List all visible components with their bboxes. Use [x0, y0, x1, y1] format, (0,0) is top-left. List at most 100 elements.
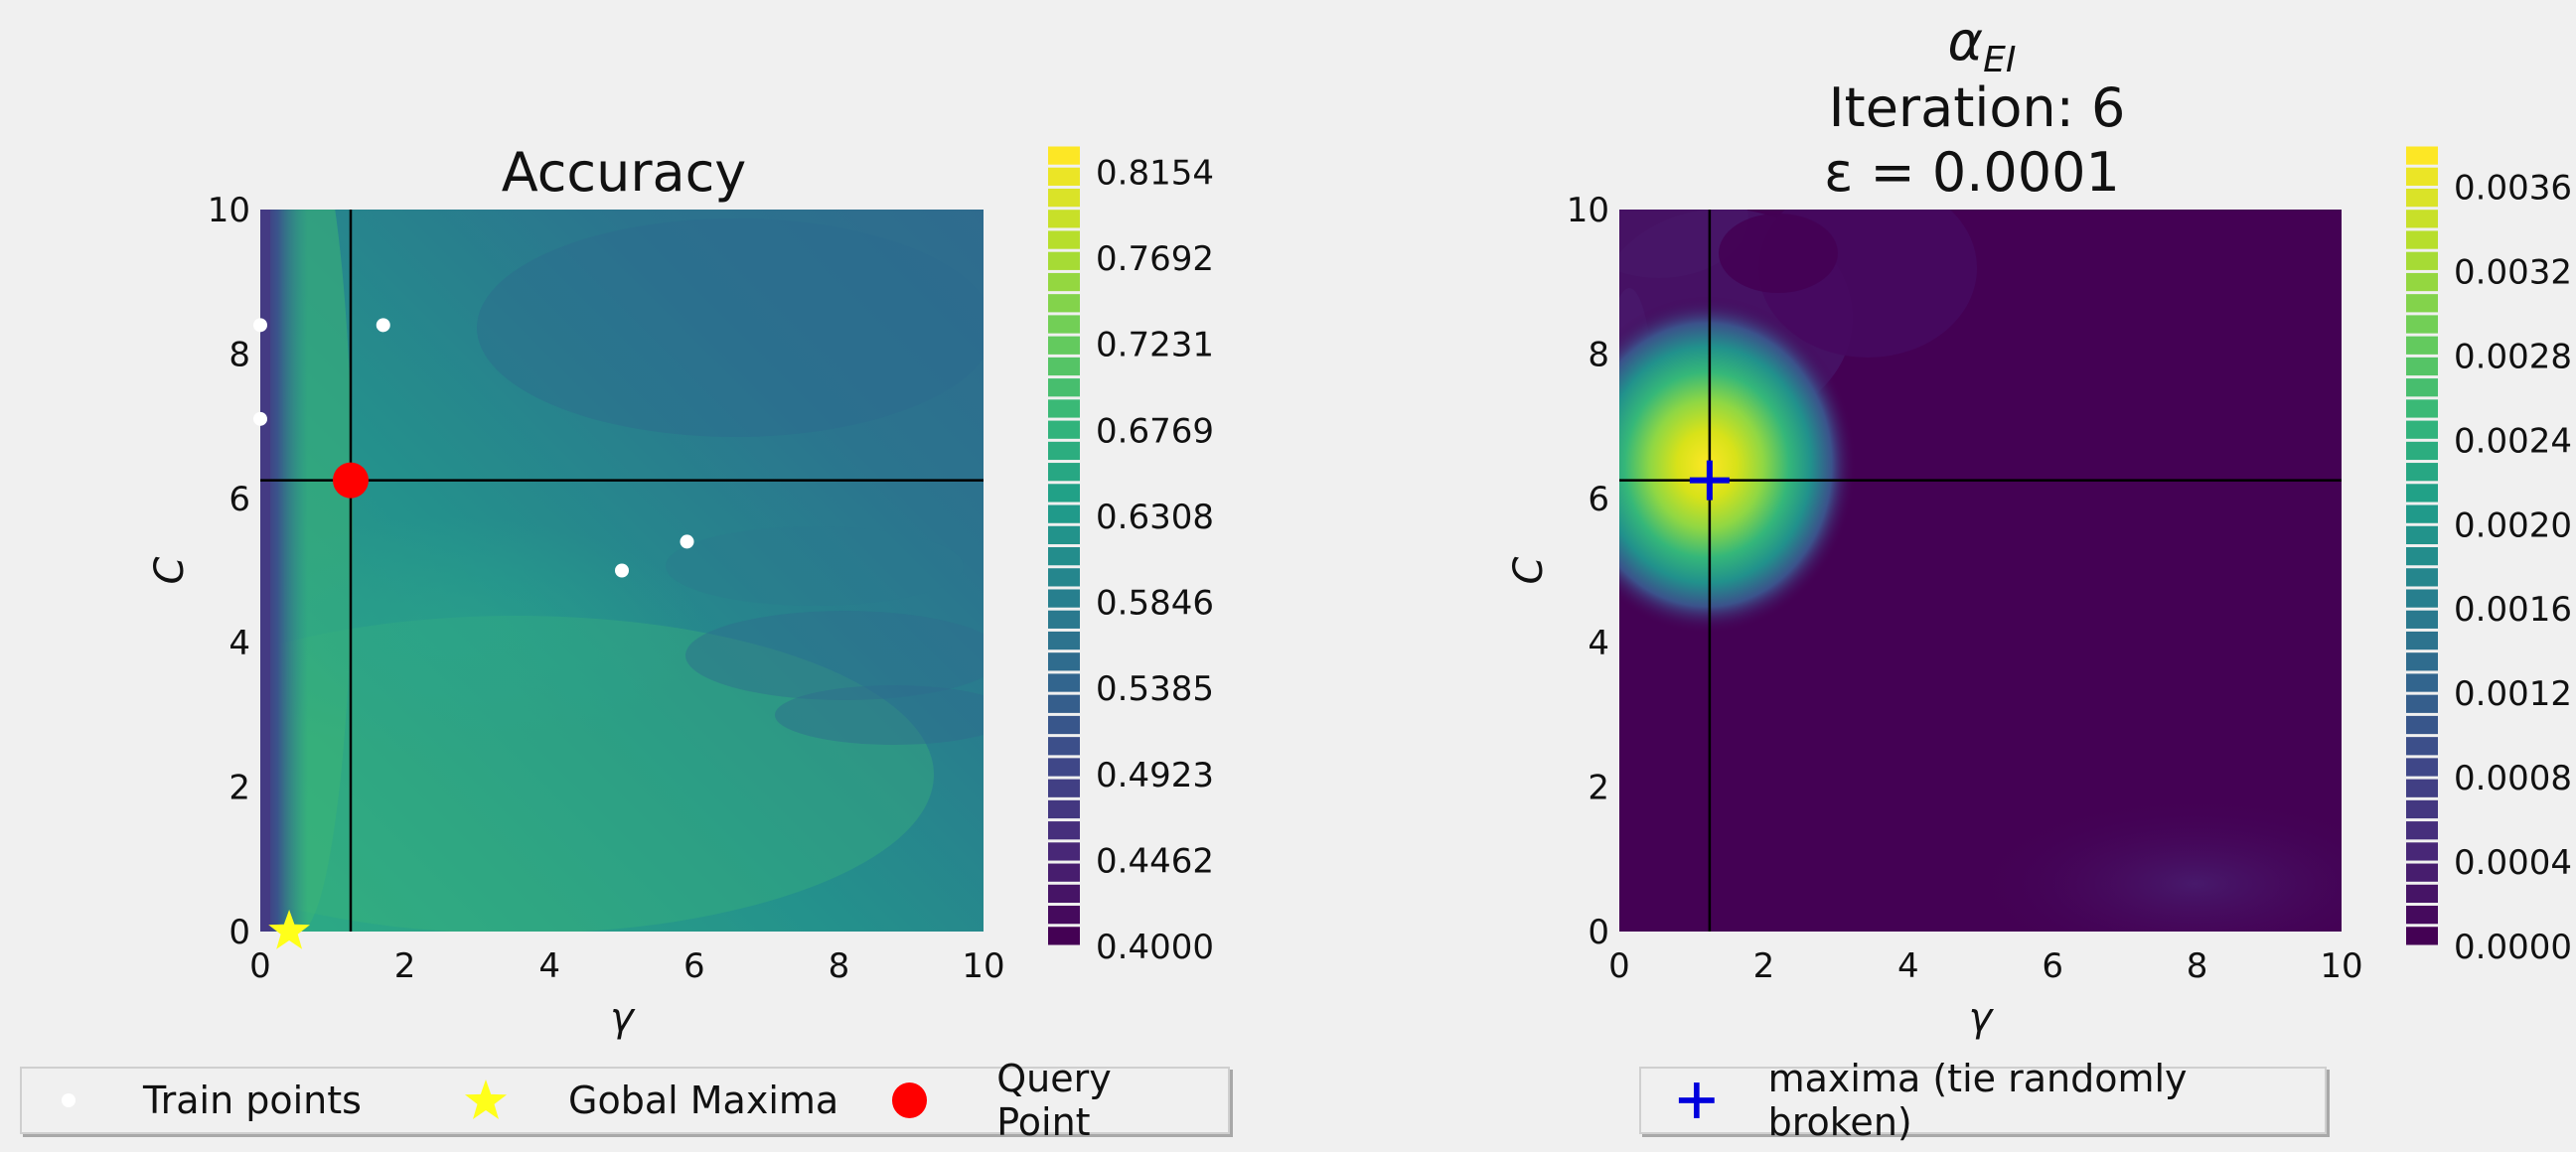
colorbar-swatch [2406, 525, 2438, 544]
colorbar-tick-label: 0.8154 [1096, 153, 1214, 193]
colorbar-swatch [2406, 146, 2438, 165]
star-legend-icon [465, 1080, 508, 1119]
colorbar-swatch [1048, 906, 1080, 925]
colorbar-tick-label: 0.6769 [1096, 411, 1214, 451]
colorbar-swatch [2406, 652, 2438, 671]
colorbar-swatch [2406, 694, 2438, 713]
colorbar-swatch [2406, 251, 2438, 270]
colorbar-swatch [2406, 336, 2438, 355]
colorbar-tick-label: 0.0012 [2454, 674, 2572, 714]
colorbar-swatch [2406, 272, 2438, 292]
colorbar-swatch [1048, 631, 1080, 650]
colorbar-swatch [2406, 484, 2438, 503]
legend-label-global-maxima: Gobal Maxima [568, 1079, 839, 1122]
colorbar-swatch [2406, 378, 2438, 397]
colorbar-swatch [1048, 737, 1080, 756]
colorbar-swatch [1048, 315, 1080, 334]
colorbar-swatch [1048, 272, 1080, 292]
colorbar-tick-label: 0.4000 [1096, 928, 1214, 967]
train-point-legend-icon [62, 1093, 76, 1107]
maxima-marker [1689, 460, 1730, 501]
colorbar-tick-label: 0.0016 [2454, 590, 2572, 630]
legend-item-train-points: Train points [62, 1079, 383, 1122]
colorbar-tick-label: 0.7692 [1096, 239, 1214, 279]
x-axis-label: γ [610, 995, 636, 1041]
colorbar-tick-label: 0.0028 [2454, 337, 2572, 376]
colorbar-swatch [2406, 504, 2438, 523]
accuracy-legend: Train points Gobal Maxima Query Point [20, 1057, 1230, 1144]
colorbar-swatch [2406, 758, 2438, 777]
maxima-plus-horizontal [1689, 477, 1730, 484]
colorbar-swatch [2406, 799, 2438, 819]
plus-legend-icon [1678, 1082, 1715, 1118]
colorbar-swatch [2406, 906, 2438, 925]
svg-text:αEI: αEI [1948, 10, 2017, 80]
colorbar-swatch [1048, 673, 1080, 692]
colorbar-swatch [1048, 842, 1080, 861]
x-tick-label: 4 [1897, 946, 1919, 986]
x-tick-label: 2 [1753, 946, 1775, 986]
crosshair-right [1619, 210, 2342, 932]
y-tick-label: 10 [1567, 191, 1609, 230]
legend-label-train-points: Train points [143, 1079, 362, 1122]
colorbar-swatch [2406, 441, 2438, 461]
y-axis-label: C [1506, 556, 1552, 584]
colorbar-swatch [1048, 441, 1080, 461]
colorbar-swatch [1048, 652, 1080, 671]
legend-item-query-point: Query Point [892, 1057, 1212, 1144]
colorbar-swatch [1048, 230, 1080, 249]
y-tick-label: 6 [1588, 480, 1609, 519]
x-tick-label: 8 [829, 946, 850, 986]
colorbar-swatch [1048, 758, 1080, 777]
ei-title-iteration: Iteration: 6 [1829, 76, 2126, 139]
colorbar-swatch [1048, 357, 1080, 376]
colorbar-swatch [1048, 799, 1080, 819]
colorbar-swatch [2406, 737, 2438, 756]
colorbar-tick-label: 0.4462 [1096, 841, 1214, 881]
train-point [253, 411, 267, 426]
colorbar-swatch [2406, 568, 2438, 587]
ei-colorbar: 0.0000 0.0004 0.0008 0.0012 0.0016 0.0020 0.00… [2406, 146, 2572, 967]
x-tick-label: 0 [1608, 946, 1630, 986]
colorbar-swatch [1048, 821, 1080, 840]
x-tick-label: 10 [962, 946, 1004, 986]
colorbar-tick-label: 0.7231 [1096, 326, 1214, 365]
colorbar-swatch [2406, 631, 2438, 650]
legend-item-global-maxima: Gobal Maxima [463, 1078, 892, 1123]
y-axis-label: C [147, 556, 193, 584]
colorbar-tick-label: 0.0020 [2454, 505, 2572, 545]
colorbar-swatch [2406, 842, 2438, 861]
colorbar-swatch [1048, 610, 1080, 629]
colorbar-swatch [2406, 547, 2438, 566]
colorbar-swatch [2406, 167, 2438, 186]
y-tick-label: 2 [228, 769, 250, 808]
accuracy-title: Accuracy [502, 141, 747, 204]
y-tick-label: 8 [1588, 335, 1609, 374]
colorbar-swatch [2406, 420, 2438, 439]
colorbar-swatch [2406, 463, 2438, 482]
y-tick-label: 6 [228, 480, 250, 519]
colorbar-swatch [1048, 399, 1080, 418]
ei-axes: 0 2 4 6 8 10 0 2 4 6 8 10 γ C [1506, 191, 2363, 1041]
colorbar-swatch [1048, 547, 1080, 566]
colorbar-swatch [2406, 927, 2438, 945]
x-tick-label: 10 [2320, 946, 2362, 986]
colorbar-swatch [1048, 251, 1080, 270]
colorbar-swatch [2406, 357, 2438, 376]
colorbar-swatch [1048, 294, 1080, 313]
x-tick-label: 4 [538, 946, 560, 986]
ei-title-symbol: α [1948, 10, 1984, 72]
colorbar-swatch [2406, 188, 2438, 208]
colorbar-swatch [1048, 568, 1080, 587]
colorbar-tick-label: 0.0004 [2454, 843, 2572, 883]
query-point-marker [333, 462, 369, 499]
colorbar-swatch [1048, 210, 1080, 228]
colorbar-swatch [1048, 378, 1080, 397]
colorbar-swatch [1048, 336, 1080, 355]
y-tick-label: 0 [228, 913, 250, 952]
y-tick-label: 2 [1588, 769, 1609, 808]
x-tick-label: 6 [2042, 946, 2063, 986]
y-tick-label: 4 [228, 624, 250, 663]
colorbar-swatch [1048, 589, 1080, 608]
y-tick-label: 10 [208, 191, 250, 230]
